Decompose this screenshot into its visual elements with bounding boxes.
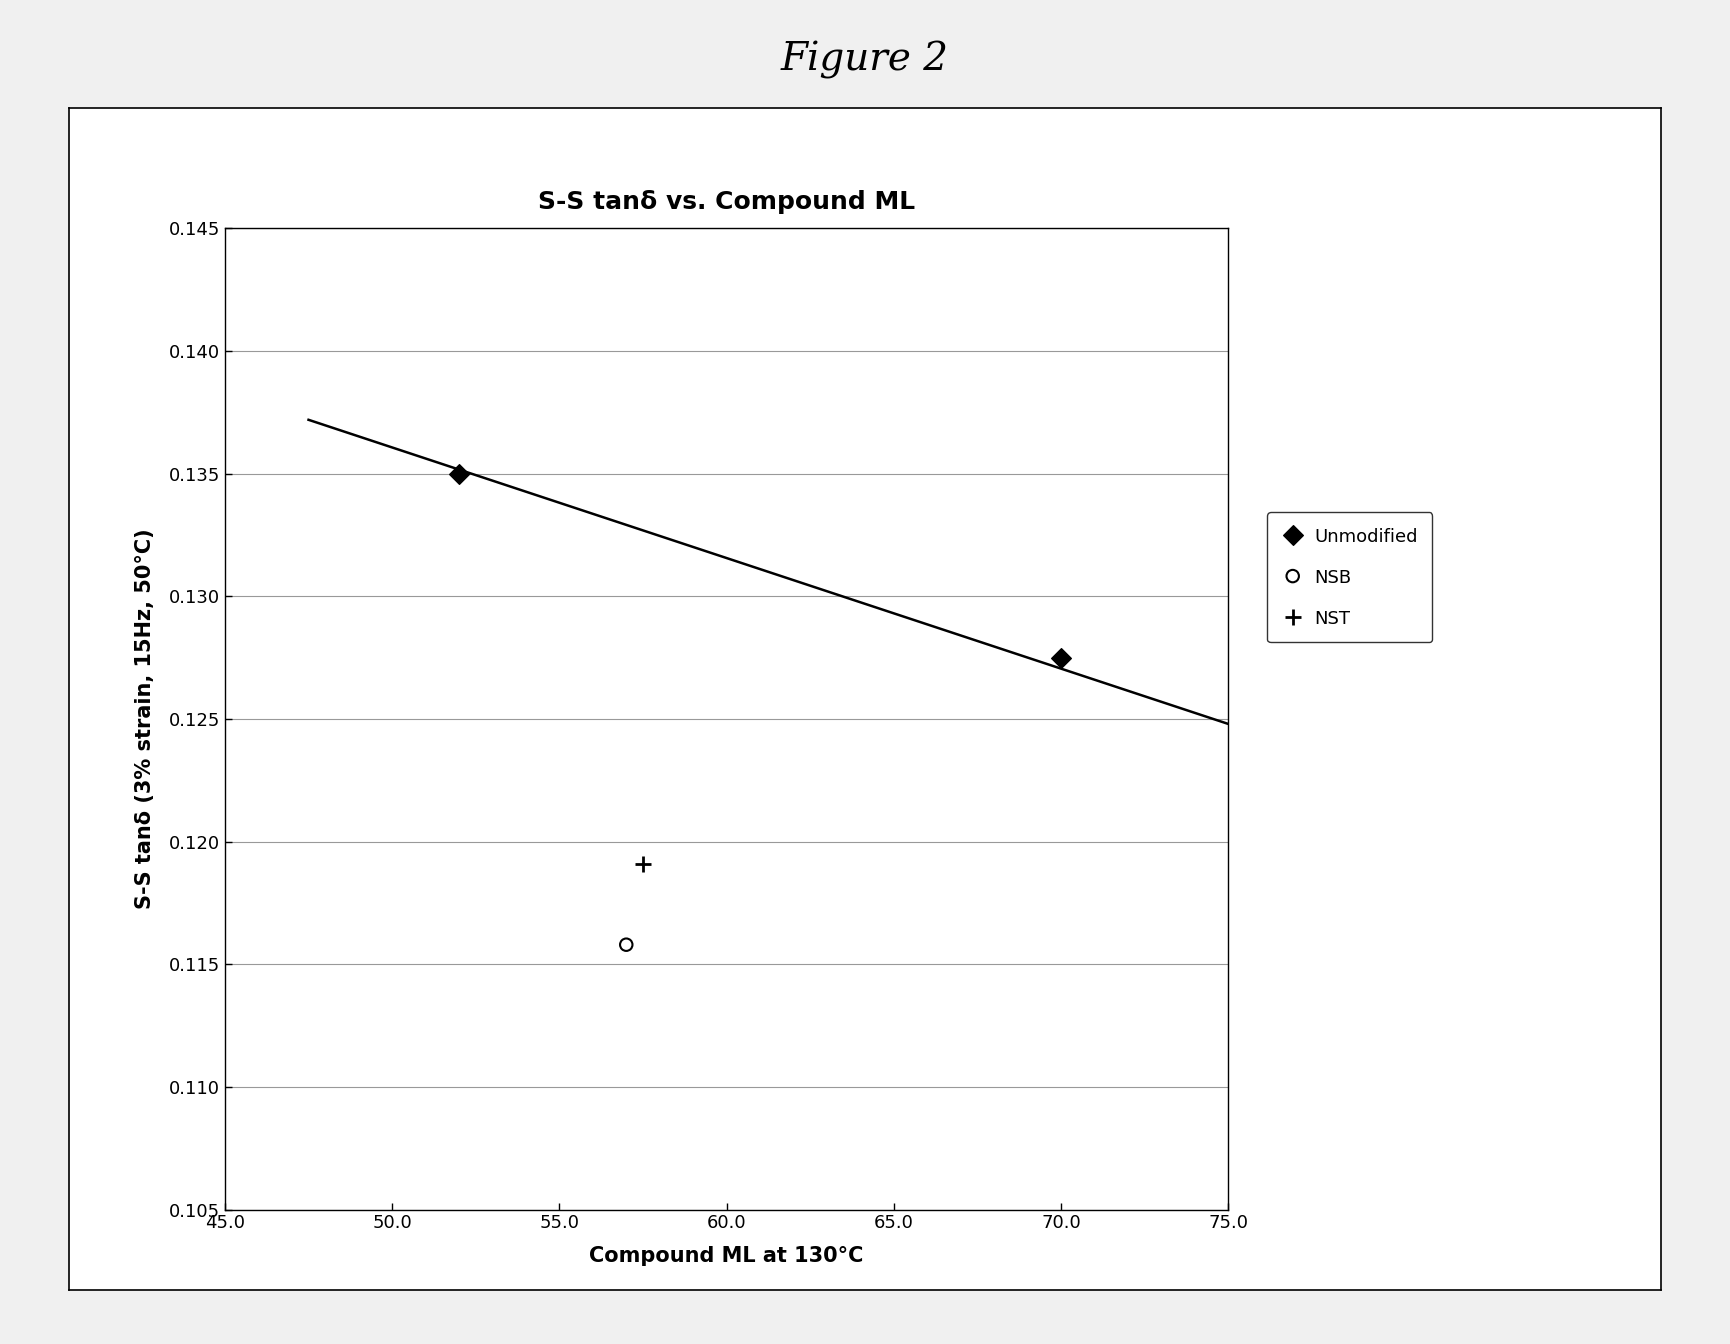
X-axis label: Compound ML at 130°C: Compound ML at 130°C: [590, 1246, 863, 1266]
Title: S-S tanδ vs. Compound ML: S-S tanδ vs. Compound ML: [538, 190, 915, 214]
Unmodified: [445, 462, 472, 484]
NST: [630, 853, 657, 875]
Text: Figure 2: Figure 2: [780, 42, 950, 79]
Legend: Unmodified, NSB, NST: Unmodified, NSB, NST: [1268, 512, 1432, 642]
NSB: [612, 934, 640, 956]
Unmodified: [1047, 646, 1074, 668]
Y-axis label: S-S tanδ (3% strain, 15Hz, 50°C): S-S tanδ (3% strain, 15Hz, 50°C): [135, 528, 154, 910]
